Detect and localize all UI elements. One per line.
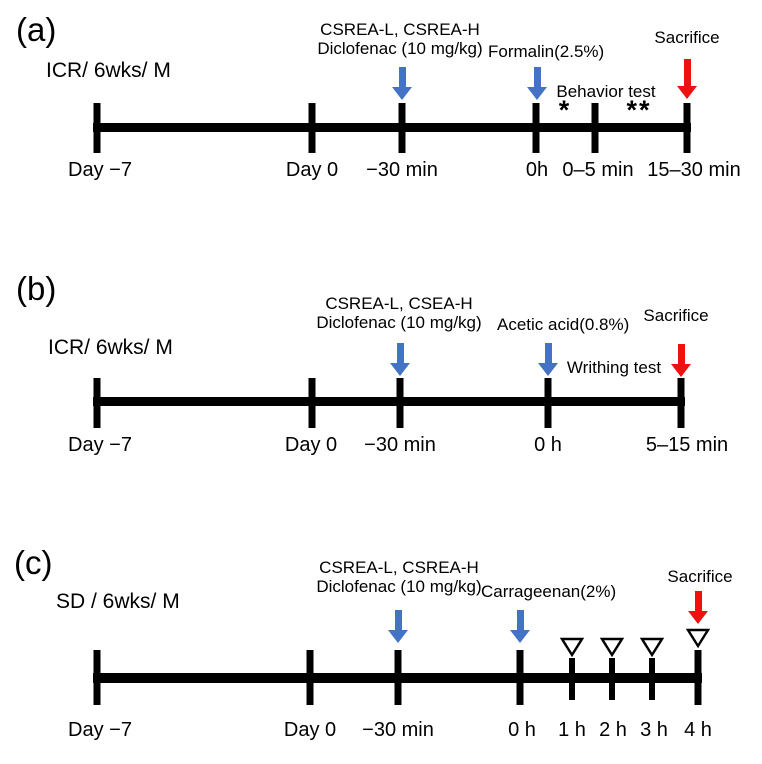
tick-label: Day 0 <box>284 434 338 456</box>
second-phase-asterisk: ** <box>626 95 652 125</box>
panel-c-challenge-label: Carrageenan(2%) <box>481 582 617 601</box>
panel-a-sacrifice-label: Sacrifice <box>654 28 720 47</box>
arrow-shaft <box>394 610 402 630</box>
arrow-head <box>538 363 558 376</box>
tick-mark <box>677 378 685 428</box>
observation-triangle-icon <box>559 637 585 658</box>
tick-label: Day −7 <box>68 434 132 456</box>
challenge-arrow-icon <box>538 343 558 376</box>
panel-c-treatment-line2: Diclofenac (10 mg/kg) <box>316 577 482 596</box>
arrow-head <box>390 363 410 376</box>
treatment-arrow-icon <box>390 343 410 376</box>
panel-b-treatment-label: CSREA-L, CSEA-H Diclofenac (10 mg/kg) <box>316 294 481 332</box>
tick-mark <box>93 103 101 153</box>
observation-triangle-icon <box>639 637 665 658</box>
arrow-shaft <box>694 591 702 611</box>
arrow-head <box>527 87 547 100</box>
tick-mark <box>308 378 316 428</box>
tick-mark <box>649 658 655 700</box>
tick-label: Day −7 <box>68 719 132 741</box>
panel-b-writhing-test-label: Writhing test <box>566 358 662 377</box>
panel-c-letter: (c) <box>14 544 53 581</box>
tick-label: 0 h <box>508 719 536 741</box>
panel-a-subject: ICR/ 6wks/ M <box>46 59 171 82</box>
panel-a-treatment-line1: CSREA-L, CSREA-H <box>320 20 480 39</box>
treatment-arrow-icon <box>388 610 408 643</box>
panel-c-treatment-line1: CSREA-L, CSREA-H <box>319 558 479 577</box>
arrow-shaft <box>396 343 404 363</box>
tick-label: Day 0 <box>283 719 337 741</box>
first-phase-asterisk: * <box>558 95 572 125</box>
tick-label: 3 h <box>640 719 668 741</box>
arrow-head <box>677 86 697 99</box>
observation-triangle-icon <box>685 628 711 649</box>
tick-label: 0 h <box>534 434 562 456</box>
tick-label: 15–30 min <box>647 159 741 181</box>
challenge-arrow-icon <box>510 610 530 643</box>
tick-label: −30 min <box>362 719 434 741</box>
sacrifice-arrow-icon <box>671 344 691 377</box>
panel-c-subject: SD / 6wks/ M <box>56 590 180 613</box>
treatment-arrow-icon <box>392 67 412 100</box>
tick-mark <box>308 103 316 153</box>
arrow-head <box>510 630 530 643</box>
panel-c-sacrifice-label: Sacrifice <box>667 567 733 586</box>
panel-b-subject: ICR/ 6wks/ M <box>48 336 173 359</box>
panel-b-letter: (b) <box>16 270 57 307</box>
sacrifice-arrow-icon <box>688 591 708 624</box>
tick-label: −30 min <box>366 159 438 181</box>
arrow-head <box>392 87 412 100</box>
sacrifice-arrow-icon <box>677 59 697 99</box>
tick-label: Day 0 <box>285 159 339 181</box>
tick-mark <box>591 103 599 153</box>
tick-mark <box>683 103 691 153</box>
arrow-head <box>688 611 708 624</box>
tick-mark <box>569 658 575 700</box>
arrow-shaft <box>683 59 691 86</box>
panel-b-timeline-bar <box>93 397 685 406</box>
panel-b-treatment-line2: Diclofenac (10 mg/kg) <box>316 313 482 332</box>
panel-a-timeline-bar <box>93 123 691 132</box>
panel-b-sacrifice-label: Sacrifice <box>643 306 709 325</box>
challenge-arrow-icon <box>527 67 547 100</box>
tick-label: 0–5 min <box>562 159 634 181</box>
tick-mark <box>694 650 702 705</box>
tick-mark <box>516 650 524 705</box>
tick-label: 0h <box>525 159 549 181</box>
arrow-shaft <box>544 343 552 363</box>
tick-mark <box>609 658 615 700</box>
tick-label: 2 h <box>599 719 627 741</box>
tick-label: 4 h <box>684 719 712 741</box>
arrow-head <box>388 630 408 643</box>
panel-a-letter: (a) <box>16 11 57 48</box>
tick-mark <box>398 103 406 153</box>
tick-mark <box>93 378 101 428</box>
tick-mark <box>93 650 101 705</box>
tick-mark <box>394 650 402 705</box>
panel-b-challenge-label: Acetic acid(0.8%) <box>497 315 630 334</box>
arrow-shaft <box>533 67 541 87</box>
arrow-shaft <box>398 67 406 87</box>
tick-mark <box>306 650 314 705</box>
arrow-head <box>671 364 691 377</box>
panel-b-treatment-line1: CSREA-L, CSEA-H <box>325 294 473 313</box>
panel-c-treatment-label: CSREA-L, CSREA-H Diclofenac (10 mg/kg) <box>316 558 481 596</box>
tick-label: −30 min <box>364 434 436 456</box>
tick-mark <box>396 378 404 428</box>
observation-triangle-icon <box>599 637 625 658</box>
panel-a-challenge-label: Formalin(2.5%) <box>488 42 605 61</box>
tick-label: 1 h <box>558 719 586 741</box>
panel-a-treatment-label: CSREA-L, CSREA-H Diclofenac (10 mg/kg) <box>317 20 482 58</box>
tick-label: 5–15 min <box>645 434 729 456</box>
tick-mark <box>532 103 540 153</box>
tick-label: Day −7 <box>68 159 132 181</box>
tick-mark <box>544 378 552 428</box>
panel-a-behavior-test-label: Behavior test <box>556 82 656 101</box>
arrow-shaft <box>677 344 685 364</box>
arrow-shaft <box>516 610 524 630</box>
panel-a-treatment-line2: Diclofenac (10 mg/kg) <box>317 39 483 58</box>
